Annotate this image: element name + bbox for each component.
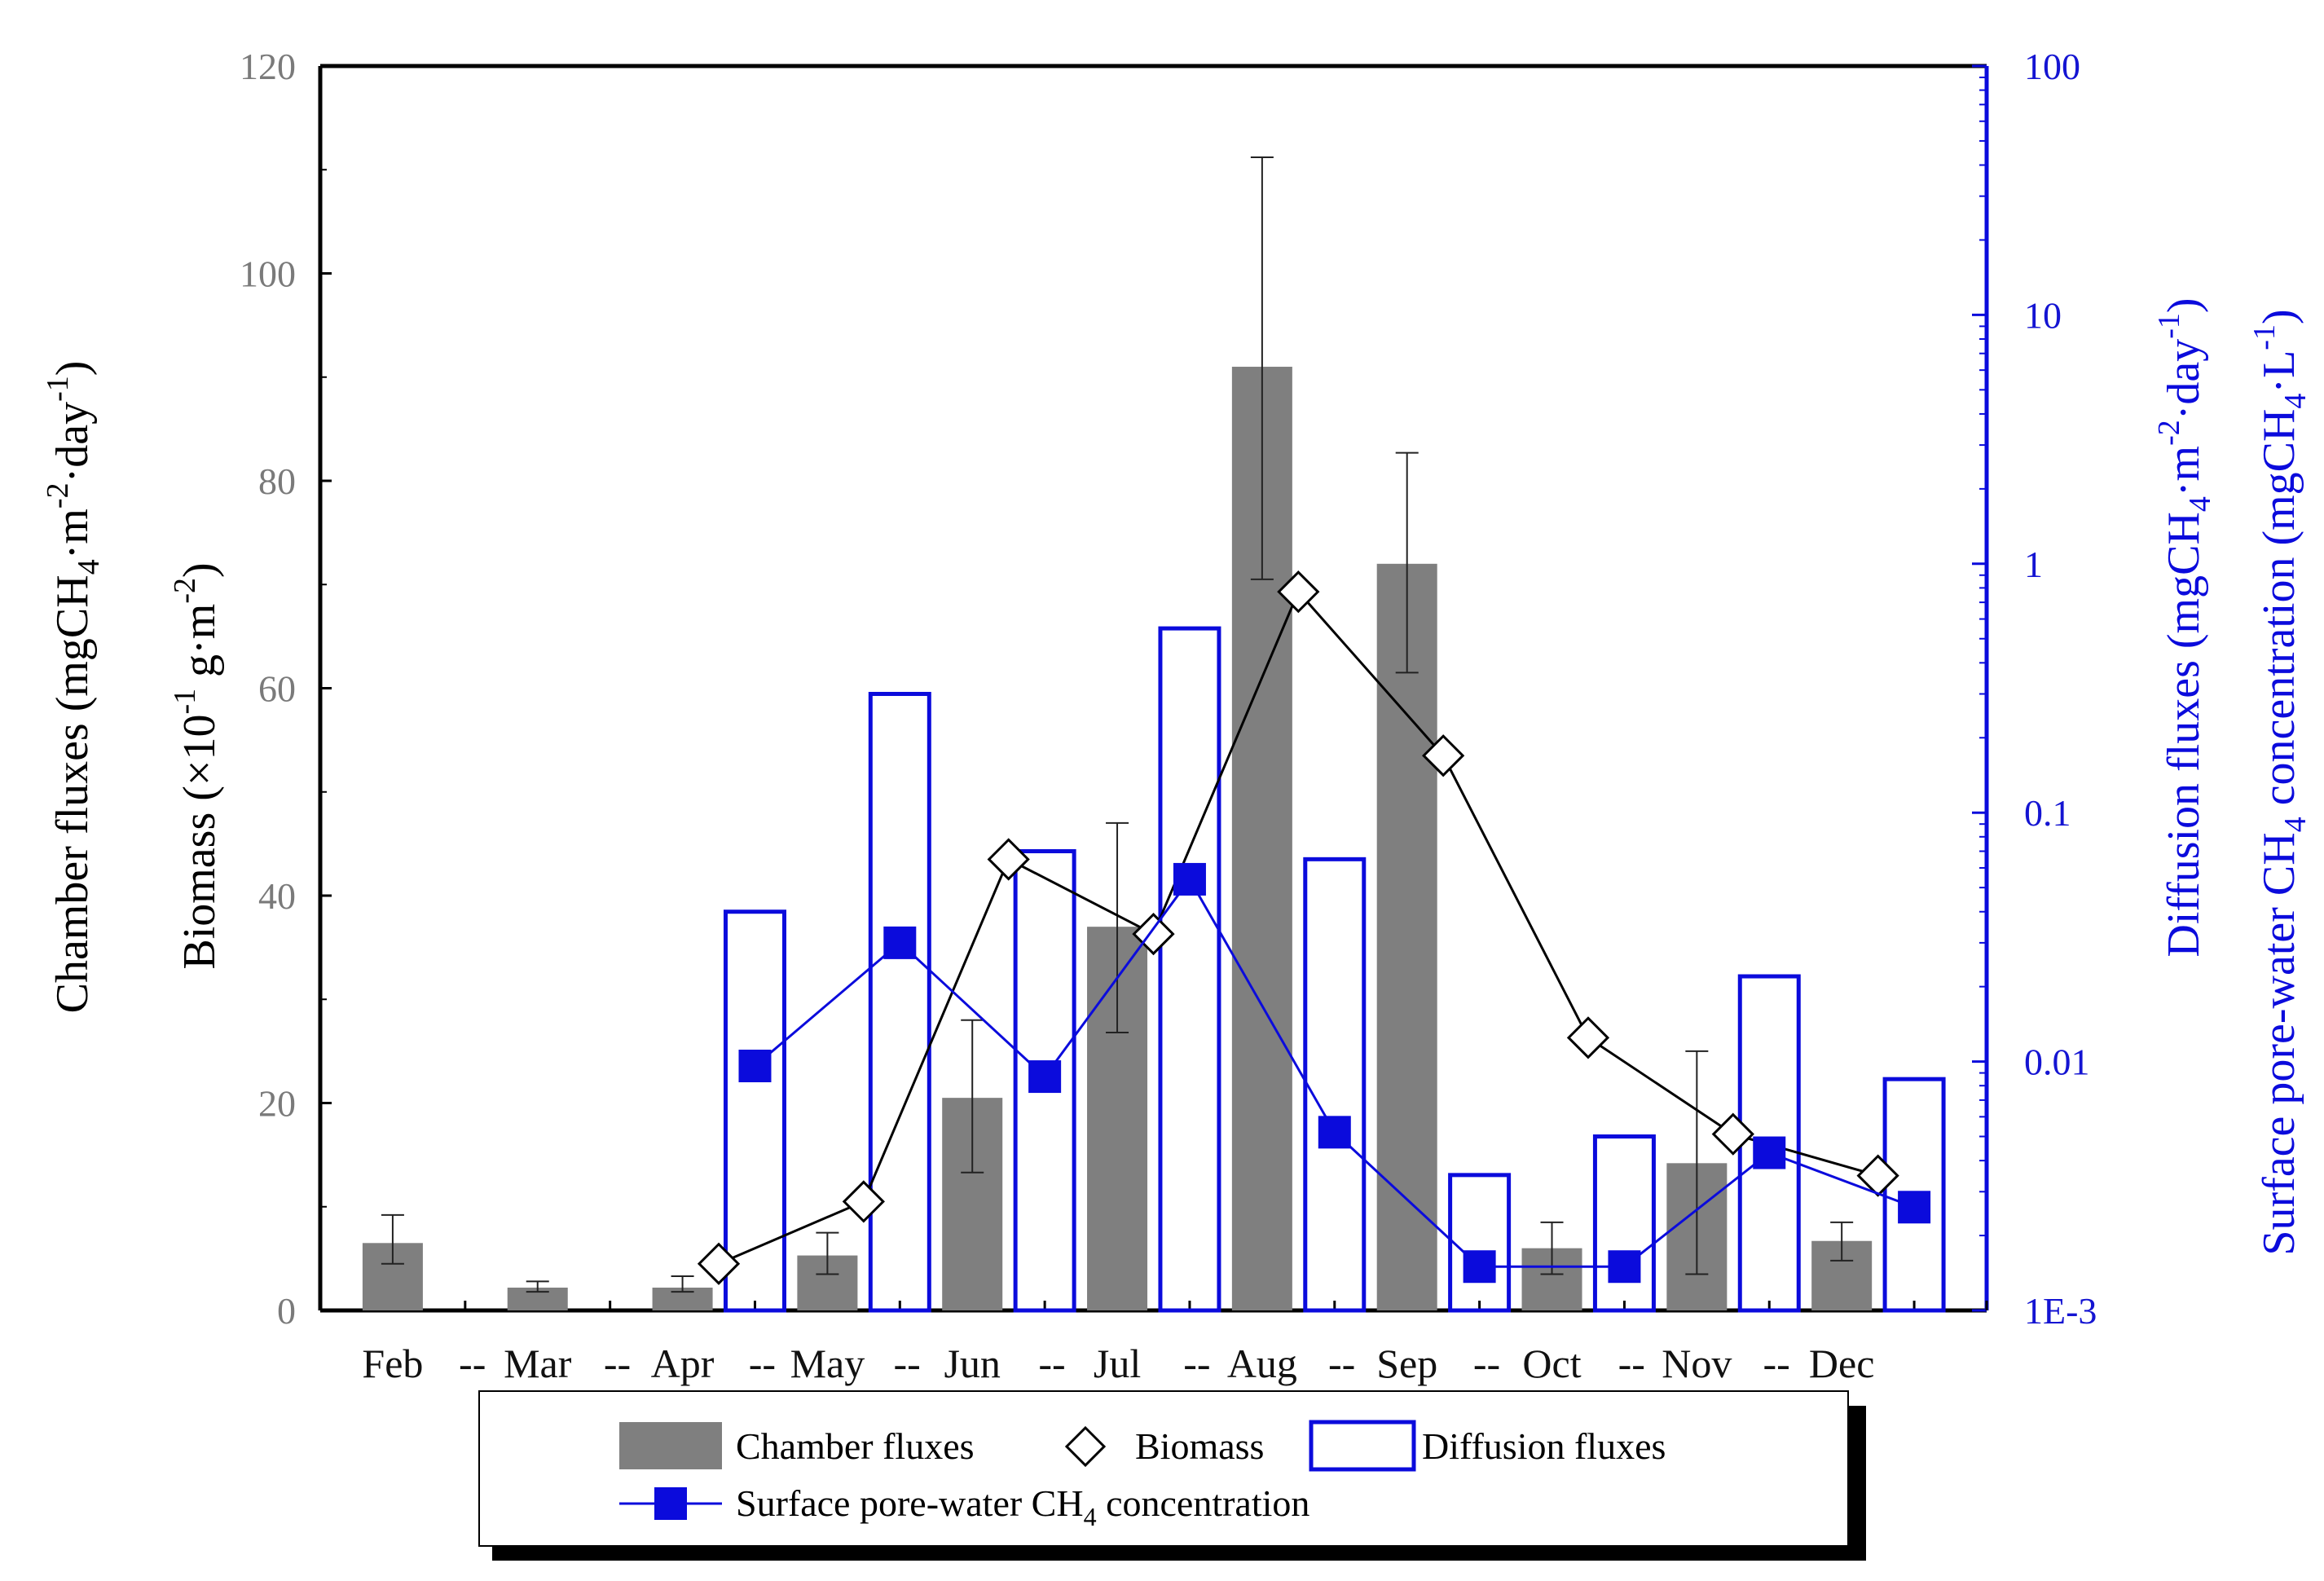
legend-label-diffusion: Diffusion fluxes [1422,1425,1666,1467]
left-tick-label-1: 20 [258,1083,296,1125]
diffusion-bar-1 [868,691,931,1313]
legend: Chamber fluxes Biomass Diffusion fluxes … [478,1390,1866,1561]
diffusion-bar-3 [1158,626,1221,1313]
biomass-point-5 [1422,734,1465,777]
x-separator-1: -- [604,1341,631,1386]
biomass-point-0 [697,1242,741,1285]
biomass-series [697,570,1899,1285]
porewater-point-8 [1898,1191,1931,1224]
legend-swatch-chamber [619,1422,722,1469]
x-separator-3: -- [894,1341,921,1386]
x-separator-2: -- [749,1341,776,1386]
x-tick-label-may: May [790,1341,865,1386]
x-separator-8: -- [1618,1341,1645,1386]
x-tick-label-aug: Aug [1227,1341,1297,1386]
legend-marker-porewater [654,1487,687,1520]
porewater-point-6 [1608,1250,1641,1284]
legend-label-biomass: Biomass [1135,1425,1264,1467]
x-tick-label-apr: Apr [651,1341,715,1386]
x-separator-6: -- [1328,1341,1355,1386]
legend-marker-biomass [1064,1425,1107,1468]
legend-label-chamber: Chamber fluxes [736,1425,975,1467]
porewater-point-0 [738,1050,772,1083]
right-tick-label-0: 1E-3 [2024,1290,2097,1332]
x-tick-label-jun: Jun [944,1341,1000,1386]
chamber-bar-sep [1376,563,1437,1310]
diffusion-bar-4 [1303,857,1367,1313]
right-axis-title-porewater: Surface pore-water CH4 concentration (mg… [2247,309,2313,1255]
x-separator-4: -- [1038,1341,1065,1386]
porewater-point-4 [1318,1116,1351,1149]
diffusion-bar-5 [1448,1173,1512,1313]
left-tick-label-0: 0 [277,1290,296,1332]
x-separator-0: -- [459,1341,486,1386]
chamber-flux-error-bars [381,156,1854,1293]
x-tick-label-mar: Mar [504,1341,572,1386]
x-tick-label-dec: Dec [1809,1341,1875,1386]
x-tick-label-jul: Jul [1094,1341,1141,1386]
porewater-point-5 [1463,1250,1496,1284]
left-axis-ticks: 0 20 40 60 80 100 120 [240,46,332,1332]
left-axis-title-chamber: Chamber fluxes (mgCH4·m-2·day-1) [41,361,106,1014]
right-tick-label-1: 0.01 [2024,1042,2090,1083]
right-tick-label-2: 0.1 [2024,792,2071,834]
diffusion-bar-2 [1013,849,1076,1313]
left-axis-title-biomass: Biomass (×10-1 g·m-2) [168,562,225,969]
x-separator-7: -- [1473,1341,1500,1386]
biomass-point-7 [1711,1112,1754,1156]
x-separator-5: -- [1183,1341,1210,1386]
x-tick-label-feb: Feb [362,1341,423,1386]
left-tick-label-2: 40 [258,875,296,917]
right-axis-ticks: 1E-3 0.01 0.1 1 10 100 [1972,46,2097,1332]
diffusion-bar-6 [1592,1134,1656,1313]
right-tick-label-3: 1 [2024,544,2043,585]
left-tick-label-6: 120 [240,46,296,87]
biomass-point-4 [1277,570,1320,614]
right-axis-title-diffusion: Diffusion fluxes (mgCH4·m-2·day-1) [2152,297,2217,957]
right-tick-label-4: 10 [2024,294,2062,336]
porewater-point-1 [883,926,917,959]
x-tick-label-sep: Sep [1376,1341,1437,1386]
biomass-point-8 [1856,1154,1899,1197]
biomass-point-2 [987,838,1030,881]
right-tick-label-5: 100 [2024,46,2080,87]
biomass-point-6 [1566,1016,1610,1059]
porewater-point-2 [1028,1060,1062,1094]
x-tick-label-nov: Nov [1662,1341,1732,1386]
diffusion-bar-0 [723,909,786,1313]
diffusion-flux-bars [723,626,1946,1313]
porewater-point-3 [1173,862,1206,896]
x-axis-ticks: Feb Mar Apr May Jun Jul Aug Sep Oct Nov Dec -- -- -- -… [319,1301,1988,1386]
x-tick-label-oct: Oct [1522,1341,1581,1386]
left-tick-label-5: 100 [240,253,296,295]
porewater-point-7 [1753,1136,1786,1169]
legend-swatch-diffusion [1309,1420,1416,1472]
x-separator-9: -- [1763,1341,1789,1386]
legend-label-porewater: Surface pore-water CH4 concentration [736,1482,1309,1531]
diffusion-bar-8 [1882,1077,1946,1313]
biomass-point-1 [842,1180,885,1223]
porewater-series [738,862,1931,1284]
left-tick-label-4: 80 [258,460,296,502]
left-tick-label-3: 60 [258,668,296,710]
